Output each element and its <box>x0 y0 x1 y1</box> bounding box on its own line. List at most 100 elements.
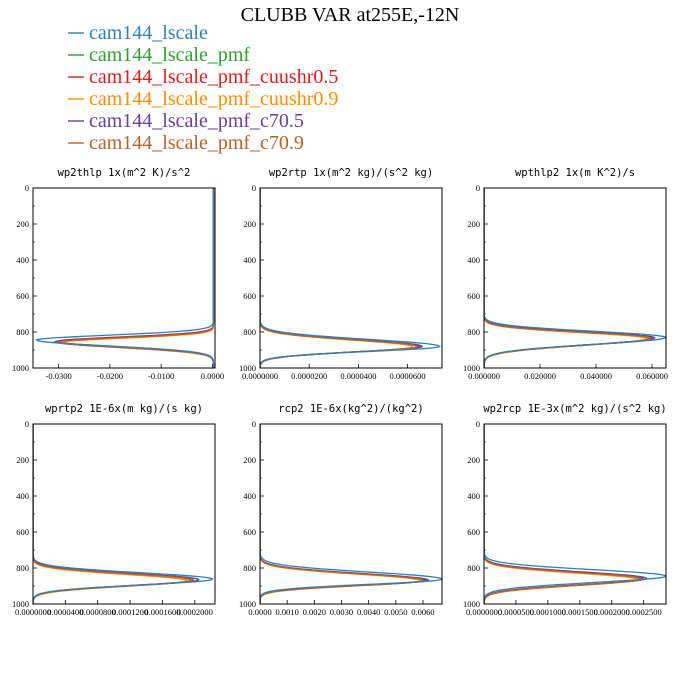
x-tick-label: 0.0010 <box>275 607 298 617</box>
y-tick-label: 1000 <box>463 599 480 609</box>
series-line <box>33 424 188 604</box>
series-line <box>484 188 656 368</box>
x-tick-label: 0.0000200 <box>291 371 327 381</box>
legend-label: cam144_lscale_pmf_cuushr0.9 <box>89 88 338 110</box>
y-tick-label: 200 <box>243 455 256 465</box>
y-tick-label: 400 <box>243 255 256 265</box>
y-tick-label: 600 <box>467 527 480 537</box>
y-tick-label: 600 <box>467 291 480 301</box>
x-tick-label: -0.0100 <box>148 371 174 381</box>
series-line <box>58 188 215 368</box>
y-tick-label: 400 <box>16 255 29 265</box>
y-tick-label: 1000 <box>12 599 29 609</box>
x-tick-label: 0.020000 <box>524 371 556 381</box>
x-tick-label: 0.0001200 <box>112 607 148 617</box>
figure-title: CLUBB VAR at255E,-12N <box>241 4 460 26</box>
y-tick-label: 600 <box>243 527 256 537</box>
series-line <box>260 188 419 368</box>
y-tick-label: 0 <box>25 183 29 193</box>
series-line <box>484 424 666 604</box>
series-group <box>33 424 213 604</box>
chart-panel: wp2thlp 1x(m^2 K)/s^2 0 200 400 600 800 1000 -0… <box>12 167 224 381</box>
plot-frame <box>32 187 216 369</box>
series-line <box>484 188 666 368</box>
legend-label: cam144_lscale <box>89 22 208 44</box>
series-group <box>260 188 441 368</box>
y-tick-label: 600 <box>16 291 29 301</box>
legend-label: cam144_lscale_pmf_c70.5 <box>89 110 304 132</box>
y-tick-label: 200 <box>467 455 480 465</box>
series-line <box>484 188 653 368</box>
series-line <box>260 424 425 604</box>
x-tick-label: 0.0000400 <box>340 371 376 381</box>
y-tick-label: 800 <box>243 327 256 337</box>
y-tick-label: 400 <box>243 491 256 501</box>
series-line <box>484 424 644 604</box>
y-tick-label: 0 <box>252 183 256 193</box>
x-tick-label: 0.0000600 <box>390 371 426 381</box>
x-tick-label: 0.0020 <box>303 607 326 617</box>
x-tick-label: 0.0040 <box>357 607 380 617</box>
x-tick-label: 0.0001600 <box>144 607 180 617</box>
y-tick-label: 200 <box>16 219 29 229</box>
chart-panel: wp2rcp 1E-3x(m^2 kg)/(s^2 kg)0 200 400 600 8… <box>463 403 667 617</box>
series-line <box>33 424 200 604</box>
panel-title: wp2rcp 1E-3x(m^2 kg)/(s^2 kg) <box>483 403 666 415</box>
x-tick-label: 0.040000 <box>580 371 612 381</box>
y-tick-label: 400 <box>467 255 480 265</box>
y-tick-label: 800 <box>467 563 480 573</box>
legend-label: cam144_lscale_pmf <box>89 44 250 66</box>
series-line <box>33 424 213 604</box>
y-tick-label: 1000 <box>463 363 480 373</box>
plot-frame <box>259 423 443 605</box>
x-tick-label: 0.0000800 <box>80 607 116 617</box>
chart-panel: rcp2 1E-6x(kg^2)/(kg^2) 0 200 400 600 800 1000… <box>239 403 443 617</box>
x-tick-label: 0.0002500 <box>626 607 662 617</box>
panel-title: rcp2 1E-6x(kg^2)/(kg^2) <box>278 403 423 415</box>
y-tick-label: 0 <box>476 419 480 429</box>
chart-panels: wp2thlp 1x(m^2 K)/s^2 0 200 400 600 800 1000 -0… <box>12 167 668 617</box>
plot-frame <box>259 187 443 369</box>
y-tick-label: 800 <box>16 327 29 337</box>
y-tick-label: 400 <box>16 491 29 501</box>
plot-frame <box>483 187 667 369</box>
chart-panel: wprtp2 1E-6x(m kg)/(s kg) 0 200 400 600 800 10… <box>12 403 216 617</box>
plot-frame <box>483 423 667 605</box>
series-line <box>33 424 195 604</box>
series-line <box>61 188 215 368</box>
panel-title: wp2thlp 1x(m^2 K)/s^2 <box>58 167 191 179</box>
x-tick-label: 0.0001500 <box>562 607 598 617</box>
y-tick-label: 200 <box>16 455 29 465</box>
x-tick-label: 0.0001000 <box>530 607 566 617</box>
series-line <box>56 188 215 368</box>
x-tick-label: 0.060000 <box>636 371 668 381</box>
chart-panel: wp2rtp 1x(m^2 kg)/(s^2 kg) 0 200 400 600 800 1… <box>239 167 443 381</box>
series-line <box>260 188 441 368</box>
legend-label: cam144_lscale_pmf_c70.9 <box>89 132 304 154</box>
x-tick-label: 0.000000 <box>468 371 500 381</box>
y-tick-label: 800 <box>243 563 256 573</box>
series-line <box>260 424 442 604</box>
series-group <box>484 424 666 604</box>
y-tick-label: 200 <box>467 219 480 229</box>
series-line <box>55 188 215 368</box>
x-tick-label: -0.0200 <box>97 371 123 381</box>
x-tick-label: 0.0000500 <box>498 607 534 617</box>
x-tick-label: 0.0002000 <box>177 607 213 617</box>
series-line <box>484 188 648 368</box>
plot-frame <box>32 423 216 605</box>
series-line <box>484 424 639 604</box>
y-tick-label: 800 <box>16 563 29 573</box>
y-tick-label: 600 <box>243 291 256 301</box>
x-tick-label: 0.0000400 <box>47 607 83 617</box>
series-line <box>484 424 641 604</box>
x-tick-label: 0.0000000 <box>242 371 278 381</box>
panel-title: wpthlp2 1x(m K^2)/s <box>515 167 635 179</box>
series-group <box>484 188 666 368</box>
x-tick-label: 0.0060 <box>411 607 434 617</box>
series-line <box>484 188 652 368</box>
series-line <box>35 188 215 368</box>
x-tick-label: 0.0002000 <box>594 607 630 617</box>
